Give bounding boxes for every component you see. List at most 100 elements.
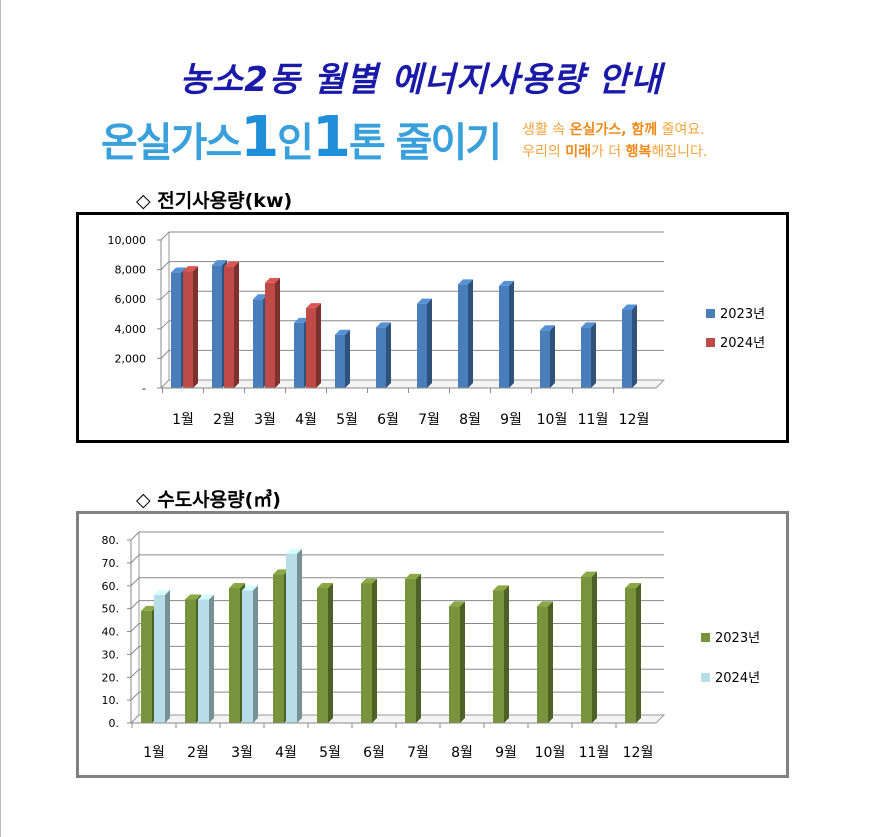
bar-side bbox=[253, 585, 258, 723]
gridline-side bbox=[160, 231, 170, 241]
campaign-banner: 온실가스1인1톤 줄이기 생활 속 온실가스, 함께 줄여요. 우리의 미래가 … bbox=[101, 108, 707, 173]
bar-front bbox=[537, 606, 548, 723]
bar-2024년-2월 bbox=[198, 594, 214, 723]
y-tick-label: 80. bbox=[102, 534, 120, 547]
bar-2023년-11월 bbox=[581, 322, 596, 388]
bar-2023년-9월 bbox=[499, 280, 514, 388]
bar-front bbox=[229, 588, 240, 723]
y-tick-label: 2,000 bbox=[115, 352, 147, 365]
legend-swatch bbox=[701, 633, 710, 642]
x-tick-label: 11월 bbox=[579, 745, 610, 761]
electricity-heading: ◇ 전기사용량(kw) bbox=[136, 190, 293, 212]
slogan-text: 우리의 bbox=[522, 143, 566, 160]
bar-2023년-9월 bbox=[493, 585, 509, 723]
bar-2023년-12월 bbox=[622, 304, 637, 388]
x-tick-label: 3월 bbox=[231, 745, 253, 761]
electricity-chart: - 2,000 4,000 6,000 8,000 10,000 1월 2월 3월 4월 5월 6월 7… bbox=[76, 212, 789, 443]
x-tick-label: 1월 bbox=[143, 745, 165, 761]
gridline-side bbox=[130, 577, 140, 587]
slogan-text: 행복 bbox=[625, 143, 652, 160]
bar-side bbox=[468, 279, 473, 388]
bar-top bbox=[183, 266, 198, 272]
gridline-side bbox=[130, 531, 140, 541]
x-tick-label: 12월 bbox=[623, 745, 654, 761]
gridline-side bbox=[130, 668, 140, 678]
electricity-chart-svg: - 2,000 4,000 6,000 8,000 10,000 1월 2월 3월 4월 5월 6월 7… bbox=[108, 231, 765, 428]
legend-swatch bbox=[701, 673, 710, 682]
bar-front bbox=[212, 265, 222, 388]
gridline-side bbox=[130, 600, 140, 609]
banner-number: 1 bbox=[311, 105, 351, 170]
bar-top bbox=[493, 585, 509, 591]
legend-label: 2024년 bbox=[715, 671, 760, 686]
bar-side bbox=[275, 277, 280, 388]
slogan-text: 줄여요. bbox=[657, 121, 705, 138]
x-tick-label: 10월 bbox=[535, 745, 566, 761]
bar-top bbox=[253, 294, 268, 300]
bar-front bbox=[376, 327, 386, 388]
x-tick-label: 11월 bbox=[578, 412, 609, 428]
x-tick-label: 10월 bbox=[537, 412, 568, 428]
y-tick-label: 4,000 bbox=[115, 323, 147, 336]
gridline-side bbox=[160, 320, 170, 330]
y-tick-label: 30. bbox=[102, 648, 120, 661]
bar-top bbox=[581, 322, 596, 328]
bar-top bbox=[581, 571, 597, 577]
x-tick-label: 2월 bbox=[187, 745, 209, 761]
bar-side bbox=[165, 589, 170, 723]
slogan-text: 미래 bbox=[565, 143, 591, 160]
bar-top bbox=[212, 260, 227, 266]
bar-2023년-7월 bbox=[417, 298, 432, 388]
gridline-side bbox=[130, 623, 140, 632]
bar-top bbox=[198, 594, 214, 600]
bar-top bbox=[625, 583, 641, 589]
x-tick-label: 8월 bbox=[459, 412, 481, 428]
bar-side bbox=[632, 304, 637, 388]
x-tick-label: 7월 bbox=[407, 745, 429, 761]
bar-front bbox=[198, 599, 209, 723]
x-tick-label: 6월 bbox=[377, 412, 399, 428]
slogan-text: 온실가스, 함께 bbox=[569, 121, 658, 138]
x-tick-label: 3월 bbox=[254, 412, 276, 428]
y-tick-label: - bbox=[142, 382, 146, 395]
gridline-side bbox=[130, 646, 140, 655]
bar-front bbox=[306, 308, 316, 388]
bar-front bbox=[335, 334, 345, 388]
bar-top bbox=[171, 267, 186, 273]
bar-front bbox=[224, 266, 234, 388]
bar-front bbox=[581, 327, 591, 388]
bar-front bbox=[361, 583, 372, 723]
x-tick-label: 7월 bbox=[418, 412, 440, 428]
water-heading: ◇ 수도사용량(㎥) bbox=[136, 489, 281, 511]
bar-front bbox=[242, 590, 253, 723]
bar-side bbox=[193, 266, 198, 388]
bar-2023년-11월 bbox=[581, 571, 597, 723]
slogan-text: 가 더 bbox=[590, 143, 626, 160]
bar-top bbox=[361, 578, 377, 584]
bar-2024년-3월 bbox=[242, 585, 258, 723]
gridline-side bbox=[160, 350, 170, 359]
x-tick-label: 9월 bbox=[495, 745, 517, 761]
bar-front bbox=[171, 272, 181, 388]
bar-top bbox=[229, 583, 245, 589]
bar-2023년-5월 bbox=[335, 329, 350, 388]
bar-side bbox=[460, 601, 465, 723]
bar-front bbox=[154, 594, 165, 723]
y-tick-label: 70. bbox=[102, 557, 120, 570]
bar-side bbox=[509, 280, 514, 388]
bar-top bbox=[294, 317, 309, 323]
y-tick-label: 50. bbox=[102, 603, 120, 616]
bar-front bbox=[458, 284, 468, 388]
bar-top bbox=[537, 601, 553, 607]
gridline-side bbox=[130, 691, 140, 701]
bar-top bbox=[458, 279, 473, 285]
bar-2023년-10월 bbox=[537, 601, 553, 723]
bar-top bbox=[224, 261, 239, 267]
bar-2024년-3월 bbox=[265, 277, 280, 388]
x-tick-label: 5월 bbox=[319, 745, 341, 761]
bar-top bbox=[449, 601, 465, 607]
bar-side bbox=[504, 585, 509, 723]
bar-top bbox=[273, 569, 289, 575]
gridline-side bbox=[160, 261, 170, 270]
bar-front bbox=[273, 574, 284, 723]
